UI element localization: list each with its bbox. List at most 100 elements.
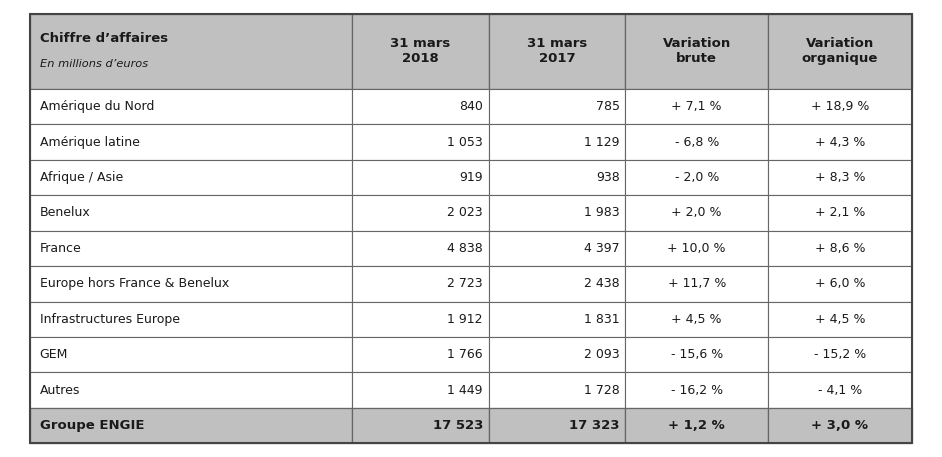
- Bar: [489, 408, 625, 443]
- Text: 2 438: 2 438: [584, 277, 620, 290]
- Bar: [625, 195, 768, 231]
- Bar: [489, 195, 625, 231]
- Text: - 6,8 %: - 6,8 %: [674, 136, 719, 149]
- Text: + 8,6 %: + 8,6 %: [815, 242, 866, 255]
- Text: - 15,2 %: - 15,2 %: [814, 348, 866, 361]
- Bar: [625, 14, 768, 89]
- Bar: [768, 302, 912, 337]
- Text: Chiffre d’affaires: Chiffre d’affaires: [40, 32, 168, 45]
- Bar: [625, 408, 768, 443]
- Text: + 8,3 %: + 8,3 %: [815, 171, 866, 184]
- Bar: [30, 337, 352, 372]
- Bar: [30, 14, 352, 89]
- Bar: [625, 124, 768, 160]
- Text: 938: 938: [596, 171, 620, 184]
- Bar: [30, 160, 352, 195]
- Text: + 2,0 %: + 2,0 %: [672, 207, 722, 219]
- Bar: [768, 372, 912, 408]
- Bar: [352, 372, 489, 408]
- Text: 1 766: 1 766: [447, 348, 483, 361]
- Text: - 16,2 %: - 16,2 %: [671, 383, 723, 397]
- Text: - 2,0 %: - 2,0 %: [674, 171, 719, 184]
- Text: 1 053: 1 053: [447, 136, 483, 149]
- Text: + 3,0 %: + 3,0 %: [811, 419, 869, 432]
- Text: 785: 785: [595, 100, 620, 113]
- Text: 2 723: 2 723: [447, 277, 483, 290]
- Text: 17 523: 17 523: [432, 419, 483, 432]
- Text: Autres: Autres: [40, 383, 80, 397]
- Bar: [352, 337, 489, 372]
- Text: Infrastructures Europe: Infrastructures Europe: [40, 313, 180, 326]
- Bar: [489, 160, 625, 195]
- Bar: [489, 124, 625, 160]
- Bar: [625, 337, 768, 372]
- Text: 4 397: 4 397: [584, 242, 620, 255]
- Text: 1 831: 1 831: [584, 313, 620, 326]
- Bar: [768, 337, 912, 372]
- Text: + 11,7 %: + 11,7 %: [668, 277, 726, 290]
- Text: GEM: GEM: [40, 348, 68, 361]
- Text: 31 mars
2017: 31 mars 2017: [527, 37, 587, 65]
- Text: + 1,2 %: + 1,2 %: [668, 419, 725, 432]
- Text: Europe hors France & Benelux: Europe hors France & Benelux: [40, 277, 229, 290]
- Text: + 18,9 %: + 18,9 %: [811, 100, 869, 113]
- Text: 1 449: 1 449: [447, 383, 483, 397]
- Text: - 15,6 %: - 15,6 %: [671, 348, 723, 361]
- Bar: [352, 408, 489, 443]
- Bar: [768, 160, 912, 195]
- Text: + 7,1 %: + 7,1 %: [672, 100, 722, 113]
- Bar: [768, 408, 912, 443]
- Text: + 4,5 %: + 4,5 %: [672, 313, 722, 326]
- Bar: [489, 89, 625, 124]
- Bar: [30, 231, 352, 266]
- Bar: [625, 372, 768, 408]
- Bar: [352, 195, 489, 231]
- Bar: [625, 266, 768, 302]
- Text: 31 mars
2018: 31 mars 2018: [390, 37, 450, 65]
- Text: 17 323: 17 323: [569, 419, 620, 432]
- Bar: [352, 266, 489, 302]
- Text: Benelux: Benelux: [40, 207, 90, 219]
- Text: + 4,3 %: + 4,3 %: [815, 136, 865, 149]
- Bar: [489, 231, 625, 266]
- Bar: [768, 231, 912, 266]
- Text: + 10,0 %: + 10,0 %: [668, 242, 726, 255]
- Text: 4 838: 4 838: [447, 242, 483, 255]
- Text: Variation
brute: Variation brute: [662, 37, 731, 65]
- Bar: [352, 124, 489, 160]
- Text: Afrique / Asie: Afrique / Asie: [40, 171, 122, 184]
- Text: + 2,1 %: + 2,1 %: [815, 207, 865, 219]
- Text: 1 129: 1 129: [584, 136, 620, 149]
- Text: 2 093: 2 093: [584, 348, 620, 361]
- Bar: [768, 14, 912, 89]
- Bar: [625, 160, 768, 195]
- Bar: [768, 124, 912, 160]
- Text: - 4,1 %: - 4,1 %: [818, 383, 862, 397]
- Text: 1 983: 1 983: [584, 207, 620, 219]
- Text: 1 728: 1 728: [584, 383, 620, 397]
- Bar: [489, 302, 625, 337]
- Bar: [352, 302, 489, 337]
- Text: 2 023: 2 023: [447, 207, 483, 219]
- Text: En millions d’euros: En millions d’euros: [40, 59, 148, 69]
- Bar: [30, 408, 352, 443]
- Bar: [30, 302, 352, 337]
- Text: Amérique latine: Amérique latine: [40, 136, 139, 149]
- Bar: [489, 266, 625, 302]
- Bar: [625, 89, 768, 124]
- Bar: [30, 89, 352, 124]
- Bar: [30, 266, 352, 302]
- Bar: [625, 231, 768, 266]
- Bar: [768, 266, 912, 302]
- Text: + 4,5 %: + 4,5 %: [815, 313, 866, 326]
- Text: France: France: [40, 242, 81, 255]
- Bar: [352, 160, 489, 195]
- Bar: [30, 124, 352, 160]
- Text: 840: 840: [459, 100, 483, 113]
- Text: Variation
organique: Variation organique: [802, 37, 878, 65]
- Bar: [352, 89, 489, 124]
- Bar: [30, 195, 352, 231]
- Bar: [768, 89, 912, 124]
- Bar: [489, 337, 625, 372]
- Bar: [352, 14, 489, 89]
